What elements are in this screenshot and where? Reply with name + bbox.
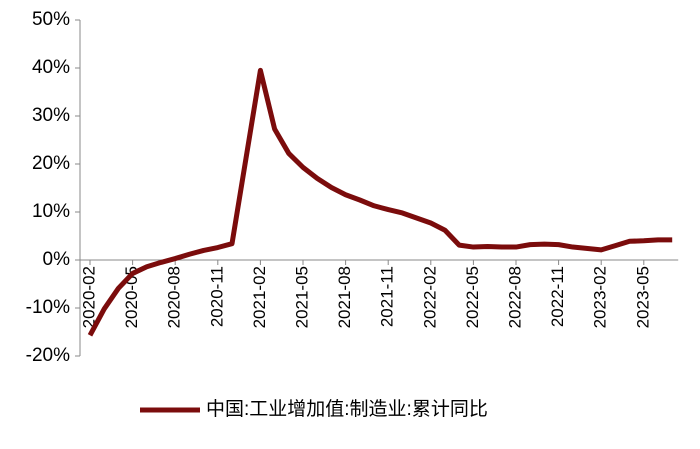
- y-tick-label: 0%: [43, 249, 71, 270]
- y-tick-label: -10%: [26, 297, 70, 318]
- y-tick-label: 40%: [32, 57, 70, 78]
- y-tick-label: -20%: [26, 345, 70, 366]
- x-tick-label: 2021-08: [335, 266, 354, 328]
- x-tick-label: 2021-11: [378, 266, 397, 327]
- y-tick-label: 10%: [32, 201, 70, 222]
- legend-label: 中国:工业增加值:制造业:累计同比: [206, 398, 488, 420]
- x-tick-label: 2022-02: [420, 266, 439, 328]
- y-tick-label: 30%: [32, 105, 70, 126]
- x-tick-label: 2021-02: [250, 266, 269, 328]
- series-line: [87, 67, 673, 337]
- x-tick-label: 2020-08: [165, 266, 184, 328]
- x-tick-label: 2021-05: [292, 266, 311, 328]
- x-tick-label: 2023-05: [633, 266, 652, 328]
- x-tick-label: 2022-05: [463, 266, 482, 328]
- y-tick-label: 50%: [32, 9, 70, 30]
- y-tick-label: 20%: [32, 153, 70, 174]
- x-tick-label: 2022-08: [505, 266, 524, 328]
- x-tick-label: 2023-02: [591, 266, 610, 328]
- x-tick-label: 2022-11: [548, 266, 567, 327]
- x-tick-label: 2020-02: [79, 266, 98, 328]
- x-tick-label: 2020-11: [207, 266, 226, 327]
